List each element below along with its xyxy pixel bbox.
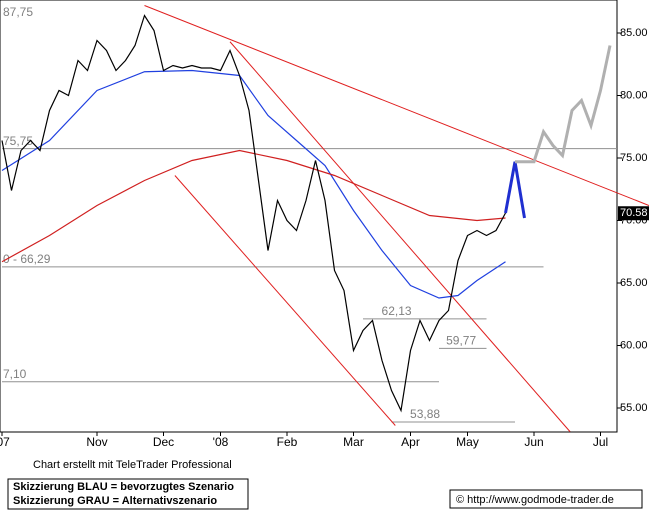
- y-tick-label: 60.00: [620, 339, 648, 351]
- level-label: 53,88: [410, 407, 440, 421]
- x-tick-label: Mar: [343, 435, 364, 449]
- level-label: 7,10: [3, 367, 27, 381]
- x-tick-label: Jul: [593, 435, 608, 449]
- last-price-label: 70.58: [620, 207, 648, 219]
- trendline: [144, 5, 649, 206]
- trendline: [229, 41, 571, 433]
- x-tick-label: '07: [0, 435, 10, 449]
- moving-average: [1, 149, 506, 263]
- last-price-box: [618, 206, 649, 221]
- legend-box: [7, 478, 249, 510]
- y-tick-label: 85.00: [620, 27, 648, 39]
- plot-frame: [0, 0, 618, 433]
- price-line: [515, 45, 612, 164]
- x-tick-label: Apr: [401, 435, 420, 449]
- level-label: 0 - 66,29: [3, 252, 51, 266]
- x-tick-label: Jun: [524, 435, 543, 449]
- x-tick-label: Dec: [153, 435, 174, 449]
- trendline: [174, 175, 396, 426]
- source: © http://www.godmode-trader.de: [456, 494, 614, 506]
- x-tick-label: Nov: [86, 435, 107, 449]
- moving-average: [1, 69, 506, 299]
- level-label: 62,13: [382, 304, 412, 318]
- level-label: 75,75: [3, 134, 33, 148]
- y-tick-label: 65.00: [620, 277, 648, 289]
- y-tick-label: 75.00: [620, 152, 648, 164]
- y-tick-label: 55.00: [620, 402, 648, 414]
- price-line: [1, 14, 507, 413]
- level-label: 59,77: [446, 334, 476, 348]
- level-label: 87,75: [3, 5, 33, 19]
- y-tick-label: 80.00: [620, 89, 648, 101]
- legend-entry: Skizzierung BLAU = bevorzugtes Szenario: [13, 481, 234, 493]
- credit: Chart erstellt mit TeleTrader Profession…: [33, 459, 232, 471]
- legend-entry: Skizzierung GRAU = Alternativszenario: [13, 495, 217, 507]
- x-tick-label: '08: [213, 435, 229, 449]
- source-box: [449, 489, 643, 509]
- x-tick-label: May: [456, 435, 479, 449]
- x-tick-label: Feb: [277, 435, 298, 449]
